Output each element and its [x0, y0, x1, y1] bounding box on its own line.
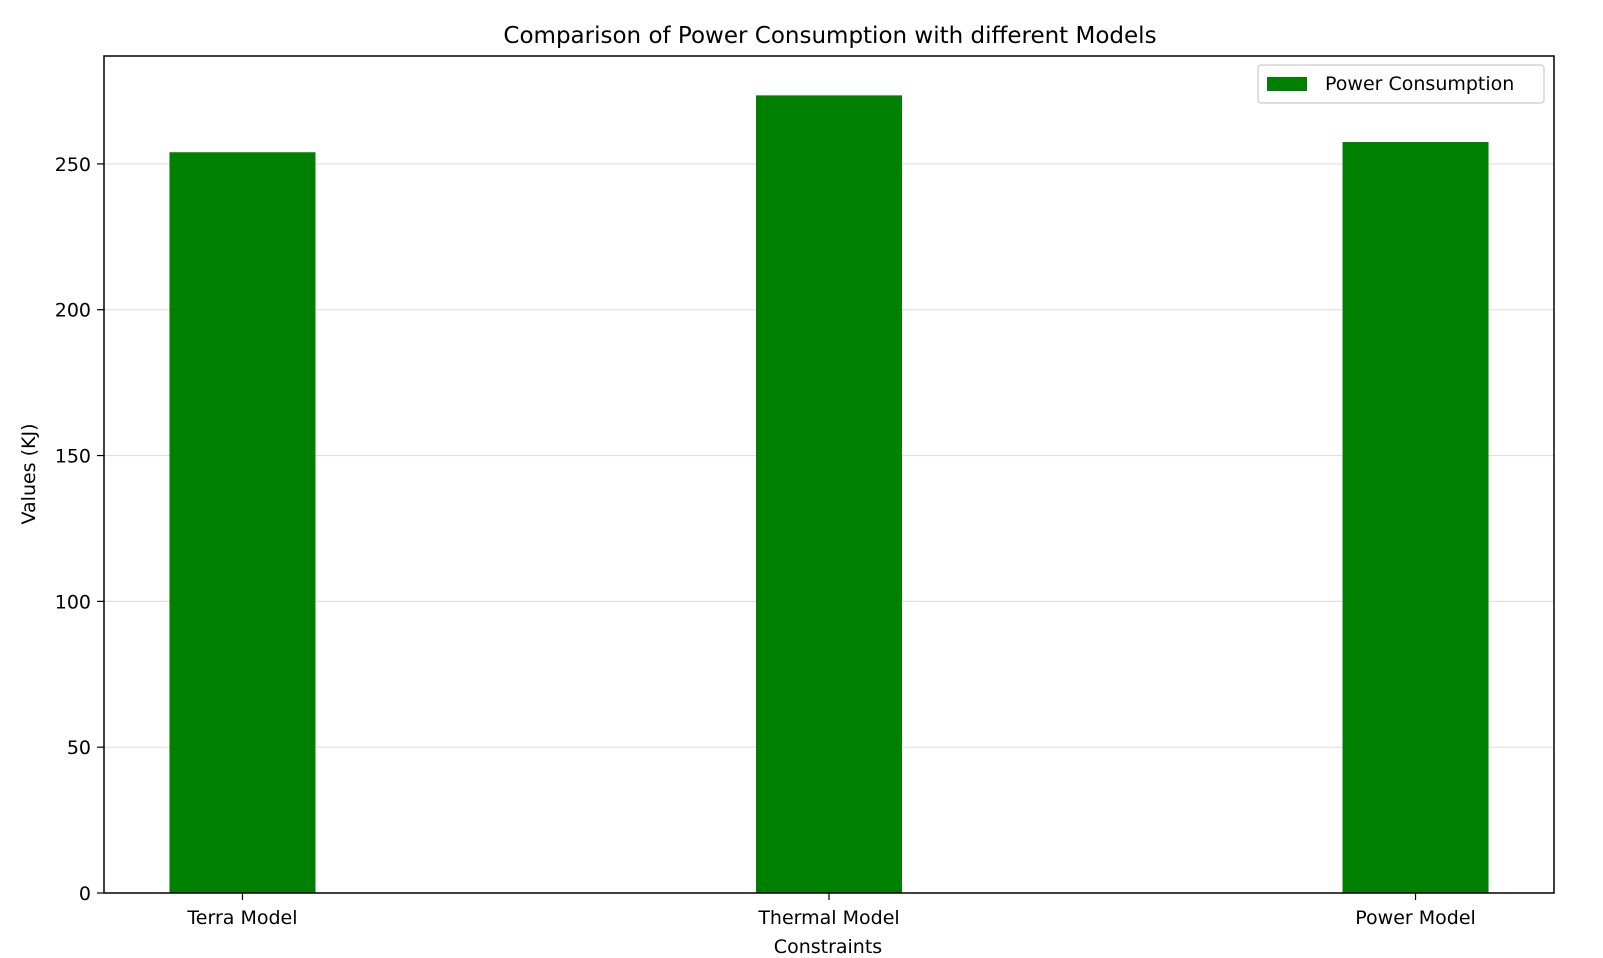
x-tick-label-0: Terra Model — [186, 907, 297, 929]
bar-thermal-model — [756, 95, 902, 893]
y-tick-label-4: 200 — [55, 300, 91, 322]
y-axis: 0 50 100 150 200 250 — [55, 154, 104, 905]
legend-box — [1257, 64, 1545, 104]
y-tick-label-3: 150 — [55, 446, 91, 468]
bars — [169, 95, 1489, 894]
x-tick-label-2: Power Model — [1355, 907, 1476, 929]
x-tick-label-1: Thermal Model — [757, 907, 899, 929]
y-tick-label-0: 0 — [79, 883, 91, 905]
x-axis-label: Constraints — [774, 936, 882, 958]
y-axis-label: Values (KJ) — [18, 423, 40, 524]
x-axis: Terra Model Thermal Model Power Model — [186, 893, 1476, 929]
chart-title: Comparison of Power Consumption with dif… — [503, 23, 1156, 49]
bar-power-model — [1342, 142, 1489, 894]
y-tick-label-2: 100 — [55, 591, 91, 613]
bar-terra-model — [169, 152, 316, 893]
y-tick-label-1: 50 — [67, 737, 91, 759]
y-tick-label-5: 250 — [55, 154, 91, 176]
legend-swatch — [1267, 77, 1307, 91]
legend-label: Power Consumption — [1325, 73, 1514, 95]
legend: Power Consumption — [1257, 64, 1545, 104]
